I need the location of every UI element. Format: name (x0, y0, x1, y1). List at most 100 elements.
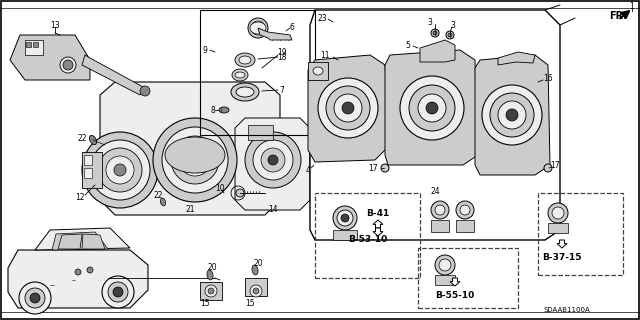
Bar (26, 42, 31, 47)
Circle shape (456, 201, 474, 219)
Circle shape (334, 94, 362, 122)
Ellipse shape (207, 270, 213, 280)
Polygon shape (385, 50, 478, 165)
Ellipse shape (90, 135, 97, 145)
Circle shape (253, 288, 259, 294)
Ellipse shape (313, 67, 323, 75)
Text: 17: 17 (550, 161, 560, 170)
Polygon shape (450, 278, 460, 286)
Text: 8: 8 (211, 106, 215, 115)
Circle shape (106, 156, 134, 184)
Ellipse shape (252, 265, 258, 275)
Polygon shape (373, 228, 383, 236)
Circle shape (114, 164, 126, 176)
Circle shape (251, 21, 265, 35)
Text: 4: 4 (305, 165, 310, 174)
Circle shape (433, 31, 437, 35)
Text: 9: 9 (203, 45, 207, 54)
Circle shape (381, 164, 389, 172)
Circle shape (75, 269, 81, 275)
Circle shape (187, 152, 203, 168)
Circle shape (87, 267, 93, 273)
Circle shape (171, 136, 219, 184)
Circle shape (548, 203, 568, 223)
Circle shape (490, 93, 534, 137)
Polygon shape (310, 10, 560, 240)
Circle shape (248, 18, 268, 38)
Bar (308, 62, 328, 80)
Circle shape (333, 206, 357, 230)
Polygon shape (82, 234, 105, 249)
Bar (84, 168, 92, 178)
Polygon shape (258, 28, 292, 40)
Polygon shape (10, 35, 90, 80)
Bar (200, 10, 315, 135)
Bar (84, 155, 92, 165)
Circle shape (448, 33, 452, 37)
Circle shape (140, 86, 150, 96)
Text: FR.: FR. (609, 11, 627, 21)
Circle shape (544, 164, 552, 172)
Text: 13: 13 (50, 20, 60, 29)
Text: 1: 1 (630, 2, 634, 11)
Circle shape (102, 276, 134, 308)
Polygon shape (100, 82, 280, 215)
Text: 3: 3 (451, 20, 456, 29)
Circle shape (205, 285, 217, 297)
Text: B-53-10: B-53-10 (348, 236, 388, 244)
Circle shape (326, 86, 370, 130)
Circle shape (498, 101, 526, 129)
Ellipse shape (235, 72, 245, 78)
Polygon shape (557, 240, 567, 248)
Circle shape (426, 102, 438, 114)
Circle shape (19, 282, 51, 314)
Circle shape (439, 259, 451, 271)
Text: 12: 12 (76, 194, 84, 203)
Circle shape (90, 140, 150, 200)
Text: 3: 3 (428, 18, 433, 27)
Ellipse shape (161, 198, 166, 206)
Text: 24: 24 (430, 188, 440, 196)
Circle shape (342, 102, 354, 114)
Circle shape (30, 293, 40, 303)
Bar (548, 223, 568, 233)
Text: 7: 7 (280, 85, 284, 94)
Text: 11: 11 (320, 51, 330, 60)
Circle shape (108, 282, 128, 302)
Bar (315, 193, 420, 278)
Polygon shape (8, 250, 148, 308)
Bar (456, 220, 474, 232)
Circle shape (113, 287, 123, 297)
Ellipse shape (232, 69, 248, 81)
Circle shape (153, 118, 237, 202)
Bar (431, 220, 449, 232)
Polygon shape (82, 55, 145, 95)
Ellipse shape (239, 56, 251, 64)
Bar (418, 248, 518, 308)
Circle shape (253, 140, 293, 180)
Circle shape (400, 76, 464, 140)
Text: B-55-10: B-55-10 (435, 291, 475, 300)
Text: 10: 10 (215, 183, 225, 193)
Ellipse shape (165, 137, 225, 173)
Circle shape (250, 285, 262, 297)
Ellipse shape (235, 53, 255, 67)
Polygon shape (498, 52, 535, 65)
Circle shape (552, 207, 564, 219)
Circle shape (341, 214, 349, 222)
Text: SDAAB1100A: SDAAB1100A (543, 307, 590, 313)
Circle shape (460, 205, 470, 215)
Text: B-41: B-41 (366, 209, 390, 218)
Bar (333, 230, 357, 240)
Circle shape (179, 144, 211, 176)
Bar (25, 40, 43, 55)
Text: 15: 15 (245, 299, 255, 308)
Text: B-37-15: B-37-15 (542, 252, 582, 261)
Bar (245, 278, 267, 296)
Circle shape (318, 78, 378, 138)
Text: 17: 17 (369, 164, 378, 172)
Circle shape (506, 109, 518, 121)
Polygon shape (235, 118, 310, 210)
Circle shape (25, 288, 45, 308)
Ellipse shape (219, 107, 229, 113)
